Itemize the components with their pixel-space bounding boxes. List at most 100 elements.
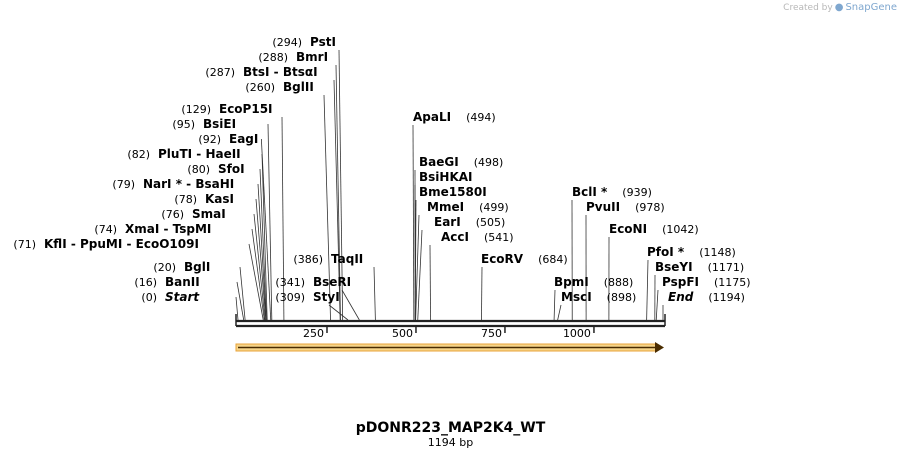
site-position-pspfi: (1175) xyxy=(714,276,751,289)
site-name-mmei: MmeI xyxy=(427,200,464,214)
cut-line-msci xyxy=(557,304,562,321)
site-position-bcli: (939) xyxy=(622,186,652,199)
feature-arrow xyxy=(235,342,664,353)
cut-line-sfoi xyxy=(259,168,267,321)
site-position-bseyi: (1171) xyxy=(708,261,745,274)
cut-line-styi xyxy=(328,304,349,321)
site-position-bpmi: (888) xyxy=(604,276,634,289)
site-name-msci: MscI xyxy=(561,290,592,304)
axis-tick-label-500: 500 xyxy=(392,327,413,340)
site-position-ecorv: (684) xyxy=(538,253,568,266)
site-name-start: Start xyxy=(165,290,200,304)
cut-line-pluti-haeii xyxy=(261,153,268,321)
site-name-ecop15i: EcoP15I xyxy=(219,102,273,116)
site-name-baegi: BaeGI xyxy=(419,155,459,169)
cut-line-pfoi xyxy=(646,259,649,321)
site-position-smai: (76) xyxy=(161,208,184,221)
cut-site-lines xyxy=(235,49,664,321)
axis-tick-label-250: 250 xyxy=(303,327,324,340)
site-name-pfoi: PfoI * xyxy=(647,245,685,259)
site-name-btsi-bts-i: BtsI - BtsαI xyxy=(243,65,318,79)
site-position-kfli-ppumi-ecoo109i: (71) xyxy=(13,238,36,251)
cut-line-bseri xyxy=(341,289,360,321)
site-position-nari-bsahi: (79) xyxy=(112,178,135,191)
site-name-smai: SmaI xyxy=(192,207,226,221)
cut-line-xmai-tspmi xyxy=(251,228,265,321)
site-position-eari: (505) xyxy=(476,216,506,229)
site-position-bglii: (260) xyxy=(245,81,275,94)
site-position-pluti-haeii: (82) xyxy=(127,148,150,161)
site-name-bme1580i: Bme1580I xyxy=(419,185,487,199)
site-name-pluti-haeii: PluTI - HaeII xyxy=(158,147,241,161)
site-name-bcli: BclI * xyxy=(572,185,608,199)
site-name-bmri: BmrI xyxy=(296,50,328,64)
site-position-baegi: (498) xyxy=(474,156,504,169)
site-position-pvuii: (978) xyxy=(635,201,665,214)
plasmid-name: pDONR223_MAP2K4_WT xyxy=(355,420,546,436)
site-name-ecorv: EcoRV xyxy=(481,252,524,266)
site-name-psti: PstI xyxy=(310,35,336,49)
cut-site-labels: PstI (294)BmrI (288)BtsI - BtsαI (287) BglII… xyxy=(13,35,750,304)
cut-line-btsi-bts-i xyxy=(333,79,341,321)
cut-line-bpmi xyxy=(553,289,556,321)
axis-tick-label-750: 750 xyxy=(481,327,502,340)
site-name-kfli-ppumi-ecoo109i: KflI - PpuMI - EcoO109I xyxy=(44,237,199,251)
site-position-xmai-tspmi: (74) xyxy=(94,223,117,236)
site-position-styi: (309) xyxy=(275,291,305,304)
site-position-kasi: (78) xyxy=(174,193,197,206)
site-name-bsihkai: BsiHKAI xyxy=(419,170,473,184)
cut-line-eagi xyxy=(260,138,272,321)
cut-line-kasi xyxy=(255,198,267,321)
feature-arrow-head xyxy=(655,342,664,353)
site-name-bgli: BglI xyxy=(184,260,210,274)
cut-line-ecop15i xyxy=(281,116,285,321)
cut-line-banii xyxy=(236,281,245,321)
watermark-prefix: Created by xyxy=(783,2,833,13)
site-name-kasi: KasI xyxy=(205,192,234,206)
site-position-sfoi: (80) xyxy=(187,163,210,176)
site-name-apali: ApaLI xyxy=(413,110,451,124)
watermark-brand: SnapGene xyxy=(845,2,897,13)
site-position-banii: (16) xyxy=(134,276,157,289)
axis-tick-label-1000: 1000 xyxy=(563,327,591,340)
site-position-taqii: (386) xyxy=(293,253,323,266)
site-position-start: (0) xyxy=(141,291,157,304)
site-position-apali: (494) xyxy=(466,111,496,124)
cut-line-bsiei xyxy=(267,123,273,321)
site-position-btsi-bts-i: (287) xyxy=(205,66,235,79)
cut-line-bglii xyxy=(323,94,331,321)
site-name-econi: EcoNI xyxy=(609,222,647,236)
site-name-pvuii: PvuII xyxy=(586,200,620,214)
cut-line-kfli-ppumi-ecoo109i xyxy=(248,243,264,321)
site-name-styi: StyI xyxy=(313,290,340,304)
site-name-taqii: TaqII xyxy=(331,252,363,266)
site-position-econi: (1042) xyxy=(662,223,699,236)
site-position-pfoi: (1148) xyxy=(699,246,736,259)
cut-line-pspfi xyxy=(655,289,659,321)
plasmid-title-block: pDONR223_MAP2K4_WT 1194 bp xyxy=(0,420,901,450)
site-name-acci: AccI xyxy=(441,230,469,244)
site-name-eari: EarI xyxy=(434,215,461,229)
site-name-nari-bsahi: NarI * - BsaHI xyxy=(143,177,234,191)
cut-line-bmri xyxy=(335,64,341,321)
site-name-end: End xyxy=(668,290,694,304)
site-name-xmai-tspmi: XmaI - TspMI xyxy=(125,222,211,236)
cut-line-mmei xyxy=(415,214,420,321)
cut-line-nari-bsahi xyxy=(257,183,267,321)
sequence-backbone xyxy=(235,314,666,328)
site-name-bsiei: BsiEI xyxy=(203,117,236,131)
site-position-bsiei: (95) xyxy=(172,118,195,131)
site-name-banii: BanII xyxy=(165,275,200,289)
site-name-eagi: EagI xyxy=(229,132,258,146)
cut-line-bme1580i xyxy=(414,199,417,321)
site-position-psti: (294) xyxy=(272,36,302,49)
site-name-pspfi: PspFI xyxy=(662,275,699,289)
site-position-end: (1194) xyxy=(708,291,745,304)
cut-line-smai xyxy=(253,213,266,321)
site-name-bseri: BseRI xyxy=(313,275,351,289)
cut-line-acci xyxy=(429,244,431,321)
cut-line-apali xyxy=(412,124,415,321)
cut-line-taqii xyxy=(373,266,376,321)
cut-line-ecorv xyxy=(481,266,483,321)
site-name-bpmi: BpmI xyxy=(554,275,589,289)
